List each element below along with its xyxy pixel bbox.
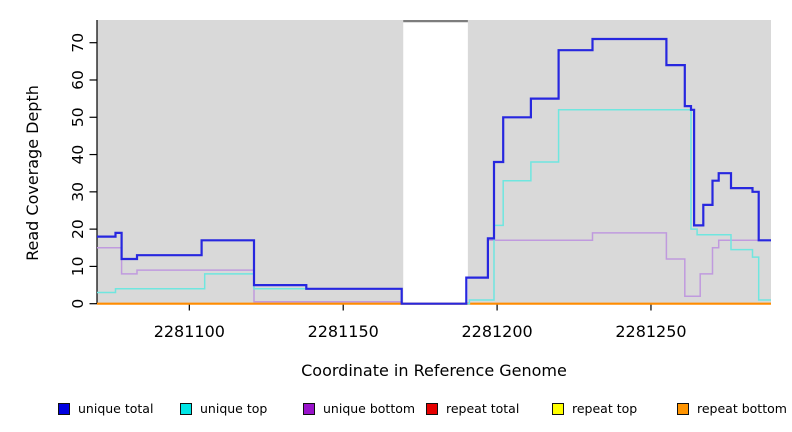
- x-axis-tick-label: 2281250: [615, 322, 686, 341]
- legend-label: unique top: [200, 401, 268, 416]
- coverage-plot-canvas: 0 10 20 30 40 50 60 70 2281100 2281150 2281200 2281…: [69, 20, 771, 341]
- legend-label: repeat total: [446, 401, 520, 416]
- legend-label: repeat bottom: [697, 401, 787, 416]
- legend-item-repeat-top: repeat top: [552, 401, 637, 416]
- x-axis-tick-label: 2281150: [308, 322, 379, 341]
- legend-label: unique bottom: [323, 401, 416, 416]
- y-axis-tick-label: 50: [69, 107, 87, 127]
- y-axis-tick-label: 70: [69, 33, 87, 53]
- legend-label: repeat top: [572, 401, 638, 416]
- legend-item-unique-top: unique top: [180, 401, 267, 416]
- legend-label: unique total: [78, 401, 154, 416]
- legend-swatch: [58, 402, 70, 415]
- x-axis-tick-label: 2281100: [154, 322, 225, 341]
- no-data-band: [403, 21, 468, 304]
- legend-item-repeat-total: repeat total: [426, 401, 519, 416]
- coverage-line-unique-bottom: [97, 232, 771, 305]
- legend-swatch: [180, 402, 192, 415]
- legend-item-repeat-bottom: repeat bottom: [677, 401, 787, 416]
- y-axis-tick-label: 0: [69, 299, 87, 309]
- legend-swatch: [426, 402, 438, 415]
- legend-swatch: [303, 402, 315, 415]
- coverage-line-unique-total: [97, 37, 771, 305]
- y-axis-tick-label: 20: [69, 219, 87, 239]
- y-axis-tick-label: 10: [69, 257, 87, 277]
- y-axis-tick-label: 30: [69, 182, 87, 202]
- y-axis-tick-label: 60: [69, 70, 87, 90]
- y-axis-tick-label: 40: [69, 145, 87, 165]
- legend-swatch: [677, 402, 689, 415]
- y-axis-title: Read Coverage Depth: [23, 85, 42, 261]
- coverage-line-unique-top: [97, 109, 771, 305]
- x-axis-tick-label: 2281200: [461, 322, 532, 341]
- legend-item-unique-bottom: unique bottom: [303, 401, 415, 416]
- legend-item-unique-total: unique total: [58, 401, 153, 416]
- legend-swatch: [552, 402, 564, 415]
- x-axis-title: Coordinate in Reference Genome: [301, 361, 567, 380]
